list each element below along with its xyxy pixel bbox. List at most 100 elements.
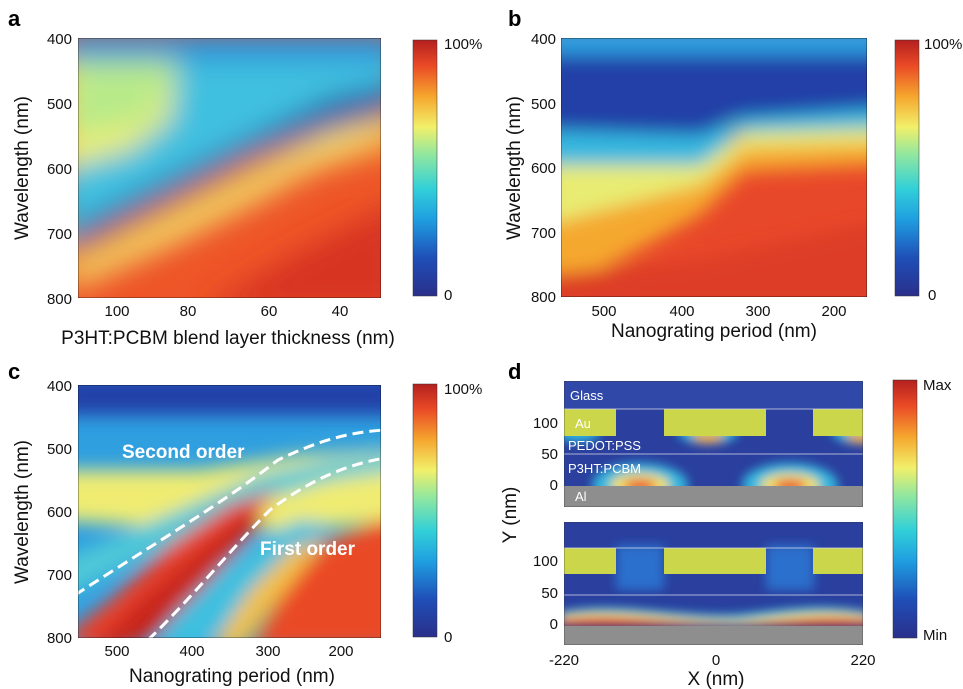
panel-d-field-top xyxy=(564,381,863,507)
b-ytick-400: 400 xyxy=(531,31,556,48)
a-ytick-400: 400 xyxy=(47,31,72,48)
c-y-axis-label: Wavelength (nm) xyxy=(12,440,33,584)
b-xtick-300: 300 xyxy=(745,303,770,320)
b-ytick-500: 500 xyxy=(531,96,556,113)
c-colorbar-min: 0 xyxy=(444,629,452,646)
panel-b-heatmap xyxy=(561,38,867,297)
b-ytick-800: 800 xyxy=(531,289,556,306)
c-xtick-400: 400 xyxy=(179,643,204,660)
panel-c-label: c xyxy=(8,359,20,384)
d-bottom-au-right xyxy=(813,548,863,574)
c-colorbar-max: 100% xyxy=(444,381,482,398)
panel-a-y-ticks: 400 500 600 700 800 xyxy=(47,31,72,308)
d-top-al-layer xyxy=(564,486,863,507)
panel-d-label: d xyxy=(508,359,521,384)
a-ytick-600: 600 xyxy=(47,161,72,178)
c-ytick-700: 700 xyxy=(47,567,72,584)
panel-c-heatmap xyxy=(78,385,381,638)
d-colorbar-max: Max xyxy=(923,377,952,394)
a-ytick-500: 500 xyxy=(47,96,72,113)
b-xtick-200: 200 xyxy=(821,303,846,320)
a-colorbar-min: 0 xyxy=(444,287,452,304)
d-top-au-middle xyxy=(664,409,766,436)
panel-a-heatmap xyxy=(78,38,381,298)
d-bottom-al-layer xyxy=(564,626,863,645)
a-xtick-100: 100 xyxy=(104,303,129,320)
d-top-ytick-100: 100 xyxy=(533,415,558,432)
d-bottom-au-middle xyxy=(664,548,766,574)
b-xtick-500: 500 xyxy=(591,303,616,320)
c-ytick-600: 600 xyxy=(47,504,72,521)
a-colorbar-gradient xyxy=(412,39,438,297)
d-layer-glass: Glass xyxy=(570,388,604,403)
c-annotation-second-order: Second order xyxy=(122,442,245,463)
b-xtick-400: 400 xyxy=(669,303,694,320)
a-ytick-800: 800 xyxy=(47,291,72,308)
panel-d-colorbar: Max Min xyxy=(892,377,952,644)
c-colorbar-gradient xyxy=(412,383,438,638)
a-xtick-80: 80 xyxy=(180,303,197,320)
a-colorbar-max: 100% xyxy=(444,36,482,53)
panel-c-x-ticks: 500 400 300 200 xyxy=(104,643,353,660)
panel-a-label: a xyxy=(8,6,21,31)
a-ytick-700: 700 xyxy=(47,226,72,243)
panel-a: a 400 500 600 700 800 100 80 xyxy=(8,6,482,349)
panel-c-y-ticks: 400 500 600 700 800 xyxy=(47,378,72,647)
d-y-axis-label: Y (nm) xyxy=(500,487,521,544)
panel-a-colorbar: 100% 0 xyxy=(412,36,482,304)
b-colorbar-gradient xyxy=(894,39,920,297)
c-ytick-500: 500 xyxy=(47,441,72,458)
b-ytick-700: 700 xyxy=(531,225,556,242)
d-xtick-neg220: -220 xyxy=(549,652,579,669)
d-x-axis-label: X (nm) xyxy=(688,669,745,689)
d-top-ytick-0: 0 xyxy=(550,477,558,494)
d-xtick-0: 0 xyxy=(712,652,720,669)
panel-d: d xyxy=(500,359,952,689)
d-top-ytick-50: 50 xyxy=(541,446,558,463)
d-xtick-220: 220 xyxy=(850,652,875,669)
panel-b-y-ticks: 400 500 600 700 800 xyxy=(531,31,556,306)
c-x-axis-label: Nanograting period (nm) xyxy=(129,666,335,687)
panel-d-layer-labels: Glass Au PEDOT:PSS P3HT:PCBM Al xyxy=(568,388,641,504)
d-layer-au: Au xyxy=(575,416,591,431)
b-x-axis-label: Nanograting period (nm) xyxy=(611,321,817,342)
c-xtick-200: 200 xyxy=(328,643,353,660)
d-colorbar-gradient xyxy=(892,379,918,639)
d-layer-pedot: PEDOT:PSS xyxy=(568,438,641,453)
panel-d-y-ticks: 100 50 0 100 50 0 xyxy=(533,415,558,633)
a-y-axis-label: Wavelength (nm) xyxy=(12,96,33,240)
b-colorbar-max: 100% xyxy=(924,36,962,53)
b-y-axis-label: Wavelength (nm) xyxy=(504,96,525,240)
panel-d-field-bottom xyxy=(564,522,863,645)
b-colorbar-min: 0 xyxy=(928,287,936,304)
c-xtick-500: 500 xyxy=(104,643,129,660)
d-bottom-ytick-50: 50 xyxy=(541,585,558,602)
panel-c: c Second order First order 400 500 600 xyxy=(8,359,482,687)
c-curve-first-order xyxy=(147,457,381,638)
panel-d-x-ticks: -220 0 220 xyxy=(549,652,876,669)
d-bottom-au-left xyxy=(564,548,616,574)
d-colorbar-min: Min xyxy=(923,627,947,644)
c-xtick-300: 300 xyxy=(255,643,280,660)
d-top-au-left xyxy=(564,409,616,436)
c-curve-second-order xyxy=(78,428,381,595)
c-ytick-800: 800 xyxy=(47,630,72,647)
d-bottom-ytick-0: 0 xyxy=(550,616,558,633)
panel-c-colorbar: 100% 0 xyxy=(412,381,482,646)
panel-b-colorbar: 100% 0 xyxy=(894,36,962,304)
d-layer-al: Al xyxy=(575,489,587,504)
d-layer-p3ht: P3HT:PCBM xyxy=(568,461,641,476)
c-annotation-first-order: First order xyxy=(260,539,356,560)
a-xtick-40: 40 xyxy=(332,303,349,320)
d-top-au-right xyxy=(813,409,863,436)
a-x-axis-label: P3HT:PCBM blend layer thickness (nm) xyxy=(61,328,395,349)
panel-b-label: b xyxy=(508,6,521,31)
c-ytick-400: 400 xyxy=(47,378,72,395)
b-ytick-600: 600 xyxy=(531,160,556,177)
a-xtick-60: 60 xyxy=(261,303,278,320)
d-bottom-ytick-100: 100 xyxy=(533,553,558,570)
panel-a-x-ticks: 100 80 60 40 xyxy=(104,303,348,320)
panel-b-x-ticks: 500 400 300 200 xyxy=(591,303,846,320)
panel-b: b 400 500 600 700 800 500 400 300 200 xyxy=(504,6,962,342)
